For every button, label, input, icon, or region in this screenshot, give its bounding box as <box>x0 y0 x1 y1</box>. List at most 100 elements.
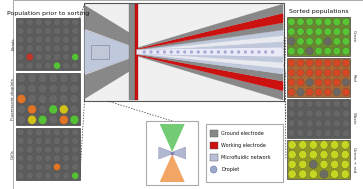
Bar <box>16 128 80 180</box>
Polygon shape <box>160 154 185 182</box>
Circle shape <box>297 79 304 86</box>
Circle shape <box>35 36 42 43</box>
Circle shape <box>62 163 70 171</box>
Polygon shape <box>136 36 283 51</box>
Circle shape <box>72 27 79 35</box>
Circle shape <box>309 141 317 149</box>
Circle shape <box>306 47 313 55</box>
Circle shape <box>72 146 79 153</box>
Circle shape <box>17 172 24 179</box>
Circle shape <box>70 105 79 114</box>
Bar <box>16 18 80 70</box>
Circle shape <box>324 88 331 96</box>
Polygon shape <box>136 52 283 63</box>
Circle shape <box>315 18 322 26</box>
Circle shape <box>62 53 70 61</box>
Circle shape <box>333 59 340 67</box>
Circle shape <box>44 172 52 179</box>
Circle shape <box>288 170 296 178</box>
Circle shape <box>53 155 61 162</box>
Circle shape <box>38 94 47 104</box>
Circle shape <box>297 69 304 76</box>
Circle shape <box>70 115 79 124</box>
Circle shape <box>26 36 33 43</box>
Circle shape <box>60 115 68 124</box>
Circle shape <box>309 150 317 159</box>
Circle shape <box>299 150 307 159</box>
Circle shape <box>53 19 61 26</box>
Circle shape <box>190 51 193 53</box>
Circle shape <box>35 163 42 171</box>
Circle shape <box>143 51 146 53</box>
Circle shape <box>315 28 322 35</box>
Circle shape <box>342 79 350 86</box>
Circle shape <box>72 163 79 171</box>
Circle shape <box>72 45 79 52</box>
Circle shape <box>17 94 26 104</box>
Circle shape <box>60 94 68 104</box>
Circle shape <box>288 69 295 76</box>
Circle shape <box>297 47 304 55</box>
Circle shape <box>309 170 317 178</box>
Circle shape <box>306 69 313 76</box>
Circle shape <box>44 62 52 69</box>
Polygon shape <box>160 124 185 152</box>
Circle shape <box>297 110 304 117</box>
Circle shape <box>17 163 24 171</box>
Circle shape <box>315 69 322 76</box>
Circle shape <box>72 36 79 43</box>
Circle shape <box>309 160 317 169</box>
Circle shape <box>17 146 24 153</box>
Circle shape <box>38 115 47 124</box>
Polygon shape <box>159 147 171 159</box>
Circle shape <box>297 88 304 96</box>
Circle shape <box>315 88 322 96</box>
Circle shape <box>333 38 340 45</box>
Circle shape <box>306 59 313 67</box>
Bar <box>83 3 284 101</box>
Circle shape <box>35 129 42 136</box>
Polygon shape <box>136 55 283 100</box>
Circle shape <box>342 120 350 127</box>
Bar <box>16 73 80 125</box>
Circle shape <box>288 100 295 108</box>
Circle shape <box>331 141 339 149</box>
Circle shape <box>306 110 313 117</box>
Circle shape <box>297 18 304 26</box>
Circle shape <box>315 100 322 108</box>
Circle shape <box>28 94 36 104</box>
Circle shape <box>342 47 350 55</box>
Circle shape <box>324 120 331 127</box>
Text: Sorted populations: Sorted populations <box>289 9 348 15</box>
Circle shape <box>204 51 206 53</box>
Circle shape <box>341 170 349 178</box>
Circle shape <box>341 160 349 169</box>
Circle shape <box>299 141 307 149</box>
Circle shape <box>53 137 61 145</box>
Circle shape <box>333 120 340 127</box>
Circle shape <box>288 79 295 86</box>
Circle shape <box>342 88 350 96</box>
Polygon shape <box>136 23 283 50</box>
Circle shape <box>324 110 331 117</box>
Circle shape <box>35 155 42 162</box>
Circle shape <box>26 27 33 35</box>
Circle shape <box>324 38 331 45</box>
Circle shape <box>341 141 349 149</box>
Circle shape <box>49 105 58 114</box>
Text: Working electrode: Working electrode <box>221 143 266 148</box>
Circle shape <box>333 129 340 137</box>
Circle shape <box>217 51 220 53</box>
Circle shape <box>331 160 339 169</box>
Circle shape <box>49 115 58 124</box>
Bar <box>287 99 350 138</box>
Circle shape <box>315 59 322 67</box>
Circle shape <box>150 51 152 53</box>
Bar <box>287 17 350 56</box>
Circle shape <box>297 120 304 127</box>
Bar <box>287 140 350 179</box>
Circle shape <box>342 100 350 108</box>
Circle shape <box>26 163 33 171</box>
Circle shape <box>306 79 313 86</box>
Polygon shape <box>85 30 136 74</box>
